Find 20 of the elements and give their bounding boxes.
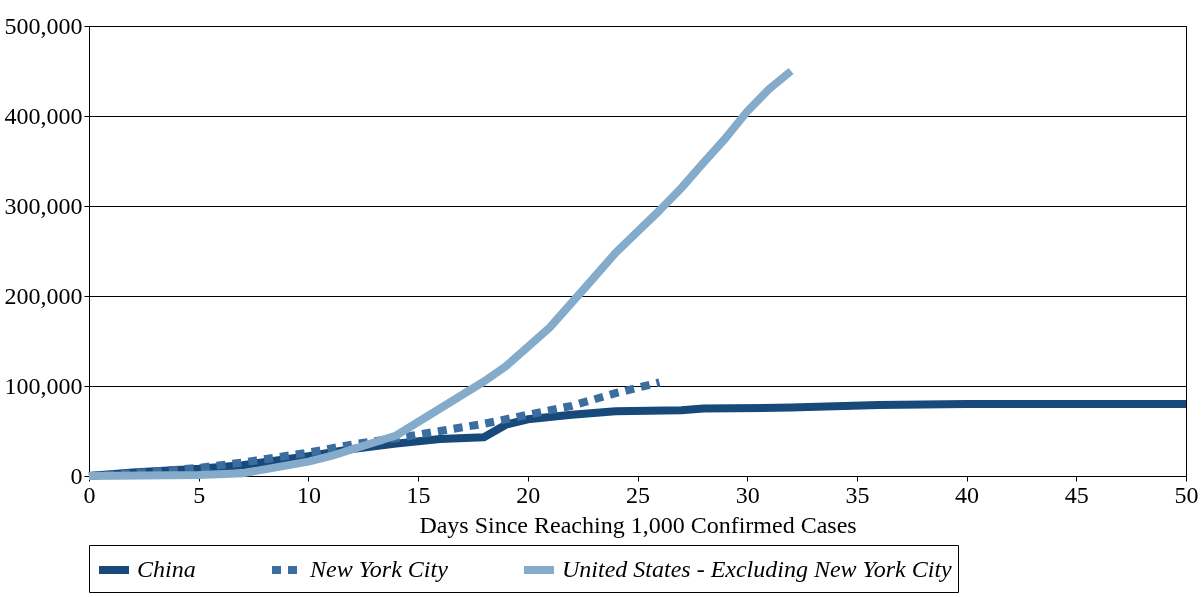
x-tick-label: 25 xyxy=(626,481,650,508)
x-tick-label: 10 xyxy=(296,481,321,508)
x-tick-label: 15 xyxy=(406,481,431,508)
x-axis-title: Days Since Reaching 1,000 Confirmed Cases xyxy=(419,511,857,538)
y-tick-label: 100,000 xyxy=(4,372,83,399)
legend-label: United States - Excluding New York City xyxy=(562,556,953,582)
y-tick-label: 200,000 xyxy=(4,282,83,309)
legend-label: New York City xyxy=(309,556,449,582)
x-tick-label: 50 xyxy=(1174,481,1199,508)
x-tick-label: 5 xyxy=(193,481,206,508)
y-tick-label: 300,000 xyxy=(4,192,83,219)
x-tick-label: 45 xyxy=(1064,481,1089,508)
x-tick-label: 30 xyxy=(735,481,760,508)
x-tick-label: 35 xyxy=(845,481,870,508)
y-tick-label: 500,000 xyxy=(4,12,83,39)
x-tick-label: 40 xyxy=(955,481,980,508)
legend-label: China xyxy=(137,556,196,582)
y-tick-label: 0 xyxy=(70,462,83,489)
y-tick-label: 400,000 xyxy=(4,102,83,129)
x-tick-label: 20 xyxy=(516,481,541,508)
